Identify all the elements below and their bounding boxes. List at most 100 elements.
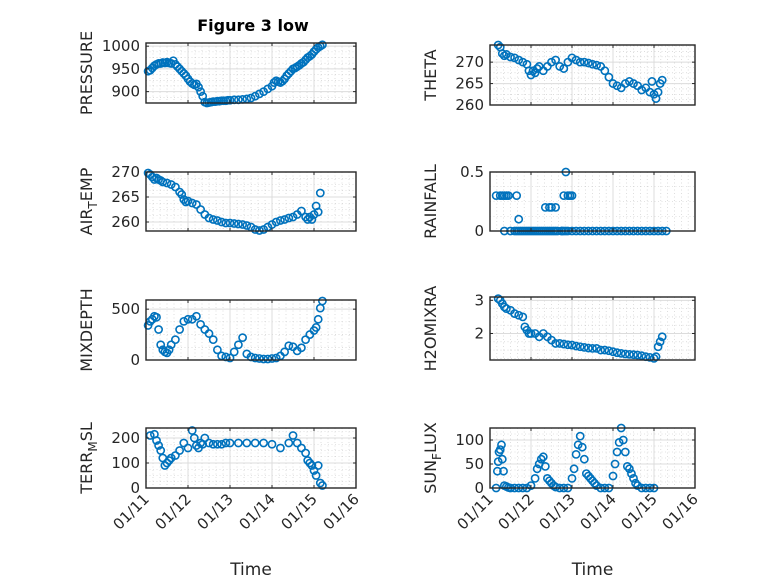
data-point bbox=[563, 340, 573, 350]
data-point bbox=[311, 471, 321, 480]
data-point bbox=[627, 469, 636, 478]
data-point bbox=[296, 343, 306, 353]
data-point bbox=[311, 323, 321, 332]
data-point bbox=[303, 215, 313, 224]
data-point bbox=[301, 448, 310, 458]
data-point bbox=[212, 439, 222, 449]
data-point bbox=[575, 431, 585, 441]
data-point bbox=[309, 466, 319, 475]
data-point bbox=[296, 206, 306, 216]
data-point bbox=[271, 353, 281, 363]
data-point bbox=[313, 461, 323, 470]
y-axis-label-subscript: T bbox=[86, 201, 100, 210]
data-point bbox=[588, 59, 597, 69]
data-point bbox=[571, 449, 581, 459]
series-air_temp bbox=[143, 168, 325, 235]
data-point bbox=[196, 87, 205, 97]
data-point bbox=[162, 178, 172, 188]
data-point bbox=[267, 354, 277, 363]
data-point bbox=[518, 312, 528, 322]
y-axis-label: H2OMIXRA bbox=[421, 286, 440, 372]
y-tick-label: 0 bbox=[474, 479, 484, 497]
y-axis-label-main: TERR bbox=[77, 452, 96, 495]
data-point bbox=[280, 347, 289, 357]
data-point bbox=[225, 353, 235, 363]
data-point bbox=[212, 216, 222, 225]
data-point bbox=[315, 188, 325, 198]
data-point bbox=[179, 438, 189, 448]
series-pressure bbox=[143, 40, 327, 108]
data-point bbox=[657, 75, 667, 85]
subplot-h2omixra: 2 3 H2OMIXRA bbox=[421, 286, 696, 372]
data-point bbox=[629, 473, 638, 483]
y-tick-label: 260 bbox=[455, 96, 484, 114]
data-point bbox=[612, 348, 622, 358]
data-point bbox=[250, 353, 260, 363]
data-point bbox=[631, 478, 640, 488]
minor-grid bbox=[490, 171, 695, 232]
data-point bbox=[275, 443, 285, 453]
data-point bbox=[170, 335, 180, 345]
data-point bbox=[579, 57, 589, 67]
y-axis-label: AIRTEMP bbox=[77, 167, 100, 235]
data-point bbox=[584, 343, 593, 353]
x-tick-label: 01/14 bbox=[236, 490, 279, 533]
x-tick-label: 01/12 bbox=[152, 490, 195, 533]
data-point bbox=[610, 459, 620, 469]
data-point bbox=[212, 345, 222, 355]
data-point bbox=[649, 353, 659, 363]
axes-box bbox=[145, 299, 357, 361]
data-point bbox=[616, 348, 626, 358]
y-tick-label: 265 bbox=[111, 188, 140, 206]
y-tick-label: 500 bbox=[111, 300, 140, 318]
data-point bbox=[177, 190, 187, 199]
data-point bbox=[233, 340, 243, 350]
data-point bbox=[238, 333, 247, 343]
data-point bbox=[506, 52, 515, 62]
data-point bbox=[495, 445, 505, 454]
data-point bbox=[217, 439, 226, 449]
data-point bbox=[154, 441, 163, 450]
data-point bbox=[540, 202, 550, 212]
data-point bbox=[551, 55, 560, 65]
data-point bbox=[284, 213, 294, 223]
data-point bbox=[208, 215, 218, 224]
data-point bbox=[152, 436, 161, 445]
data-point bbox=[551, 339, 560, 348]
data-point bbox=[590, 478, 599, 488]
data-point bbox=[278, 76, 287, 86]
data-point bbox=[259, 354, 268, 364]
subplot-terr_msl: 010020001/1101/1201/1301/1401/1501/16TER… bbox=[77, 422, 363, 580]
y-axis-label-main: PRESSURE bbox=[77, 31, 96, 115]
x-tick-label: 01/14 bbox=[577, 490, 620, 533]
y-axis-label: RAINFALL bbox=[421, 164, 440, 239]
subplot-air_temp: 260 265 270 AIRTEMP bbox=[77, 163, 357, 235]
data-point bbox=[604, 72, 614, 82]
figure-title: Figure 3 low bbox=[197, 16, 309, 35]
data-point bbox=[497, 440, 506, 450]
x-tick-label: 01/15 bbox=[278, 490, 321, 533]
data-point bbox=[238, 220, 247, 229]
data-point bbox=[655, 337, 665, 347]
data-point bbox=[571, 341, 581, 351]
axes-box bbox=[145, 427, 357, 489]
x-tick-label: 01/15 bbox=[618, 490, 661, 533]
data-point bbox=[600, 345, 610, 355]
data-point bbox=[250, 225, 260, 234]
axes-box bbox=[489, 427, 696, 489]
data-point bbox=[526, 329, 536, 338]
data-point bbox=[242, 438, 252, 448]
data-point bbox=[512, 191, 522, 200]
data-point bbox=[189, 433, 199, 443]
y-tick-label: 100 bbox=[111, 454, 140, 472]
data-point bbox=[547, 202, 556, 212]
data-point bbox=[267, 439, 277, 449]
data-point bbox=[164, 345, 174, 355]
data-point bbox=[183, 196, 193, 206]
data-point bbox=[179, 69, 189, 78]
data-point bbox=[208, 439, 218, 449]
data-point bbox=[532, 464, 542, 474]
data-point bbox=[307, 461, 317, 470]
subplot-mixdepth: 0 500 MIXDEPTH bbox=[77, 288, 357, 372]
data-point bbox=[179, 195, 189, 204]
